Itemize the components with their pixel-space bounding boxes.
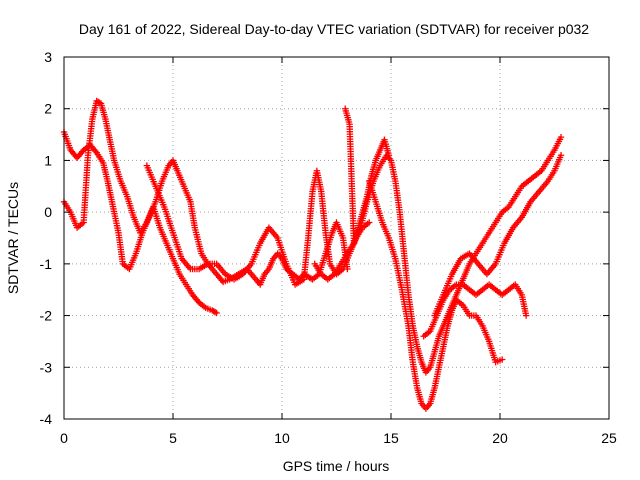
x-tick-label: 0 xyxy=(60,430,68,446)
series-track-b xyxy=(60,97,220,317)
data-point xyxy=(213,309,220,317)
data-points xyxy=(60,97,565,412)
plot-frame xyxy=(63,56,610,420)
axis-ticks xyxy=(63,56,610,420)
y-tick-label: 3 xyxy=(44,49,52,65)
data-point xyxy=(498,356,506,363)
x-tick-labels: 0 5 10 15 20 25 xyxy=(60,430,617,446)
x-axis-label: GPS time / hours xyxy=(283,458,390,474)
x-tick-label: 15 xyxy=(383,430,399,446)
series-track-e xyxy=(366,177,506,412)
data-point xyxy=(366,219,373,226)
data-point xyxy=(211,308,219,316)
data-point xyxy=(522,312,530,319)
y-tick-label: 2 xyxy=(44,101,52,117)
y-tick-label: 0 xyxy=(44,204,52,220)
x-tick-label: 20 xyxy=(492,430,508,446)
y-tick-label: -3 xyxy=(40,359,53,375)
data-point xyxy=(557,152,565,159)
series-track-g xyxy=(431,152,565,319)
series-track-f xyxy=(420,281,530,340)
grid xyxy=(64,57,609,419)
x-tick-label: 25 xyxy=(601,430,617,446)
y-tick-label: 1 xyxy=(44,152,52,168)
y-axis-label: SDTVAR / TECUs xyxy=(5,182,21,294)
y-tick-label: -1 xyxy=(40,256,53,272)
y-tick-labels: -4 -3 -2 -1 0 1 2 3 xyxy=(40,49,53,427)
chart-title: Day 161 of 2022, Sidereal Day-to-day VTE… xyxy=(79,21,589,37)
y-tick-label: -4 xyxy=(40,411,53,427)
data-point xyxy=(385,152,393,159)
x-tick-label: 5 xyxy=(169,430,177,446)
y-tick-label: -2 xyxy=(40,308,53,324)
series-track-h xyxy=(342,105,393,247)
series-track-a xyxy=(60,128,351,288)
data-point xyxy=(557,133,565,141)
x-tick-label: 10 xyxy=(274,430,290,446)
